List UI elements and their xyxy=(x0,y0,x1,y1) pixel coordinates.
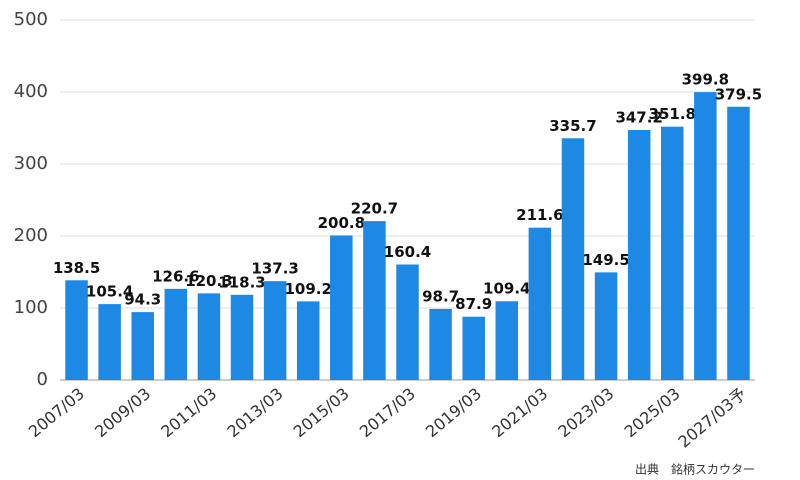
value-label: 118.3 xyxy=(218,273,265,291)
bar xyxy=(230,294,254,380)
bar xyxy=(727,106,750,380)
value-label: 109.4 xyxy=(483,280,530,298)
x-tick-label: 2009/03 xyxy=(91,384,154,441)
value-label: 211.6 xyxy=(516,206,563,224)
x-tick-label: 2013/03 xyxy=(223,384,286,441)
x-tick-label: 2025/03 xyxy=(621,384,684,441)
bar xyxy=(462,316,485,380)
bar xyxy=(263,281,287,380)
value-label: 220.7 xyxy=(351,200,398,218)
x-tick-label: 2023/03 xyxy=(554,384,617,441)
value-label: 126.6 xyxy=(152,267,199,285)
y-tick-label: 500 xyxy=(14,9,48,30)
value-label: 120.3 xyxy=(185,272,232,290)
bar xyxy=(164,288,188,380)
bar xyxy=(65,280,88,380)
y-tick-label: 100 xyxy=(14,297,48,318)
x-tick-label: 2011/03 xyxy=(157,384,220,441)
y-tick-label: 0 xyxy=(37,369,48,390)
bar xyxy=(396,264,419,380)
x-tick-label: 2019/03 xyxy=(422,384,485,441)
value-label: 399.8 xyxy=(682,71,729,89)
value-label: 347.2 xyxy=(615,109,662,127)
value-label: 160.4 xyxy=(384,243,431,261)
value-label: 94.3 xyxy=(124,291,161,309)
bar xyxy=(197,293,221,380)
value-label: 379.5 xyxy=(715,85,762,103)
bar xyxy=(330,235,353,380)
y-tick-label: 400 xyxy=(14,81,48,102)
y-tick-label: 200 xyxy=(14,225,48,246)
value-label: 109.2 xyxy=(284,280,331,298)
bar xyxy=(594,272,618,380)
value-label: 149.5 xyxy=(582,251,629,269)
value-label: 87.9 xyxy=(455,295,492,313)
value-label: 137.3 xyxy=(251,260,298,278)
value-label: 200.8 xyxy=(318,214,365,232)
value-label: 138.5 xyxy=(53,259,100,277)
x-tick-label: 2015/03 xyxy=(290,384,353,441)
bar xyxy=(296,301,320,380)
bar xyxy=(363,221,386,380)
bar xyxy=(661,126,684,380)
bar xyxy=(495,301,519,380)
x-tick-label: 2017/03 xyxy=(356,384,419,441)
value-label: 351.8 xyxy=(649,105,696,123)
bar xyxy=(694,92,717,381)
bar xyxy=(131,312,154,380)
x-tick-label: 2027/03予 xyxy=(675,384,750,452)
bar xyxy=(528,227,552,380)
bar xyxy=(98,304,121,380)
x-tick-label: 2007/03 xyxy=(25,384,88,441)
value-label: 335.7 xyxy=(549,117,596,135)
x-tick-label: 2021/03 xyxy=(488,384,551,441)
bar xyxy=(561,138,585,380)
bar xyxy=(429,308,452,380)
source: 出典 銘柄スカウター xyxy=(635,462,755,477)
value-label: 98.7 xyxy=(422,287,459,305)
y-tick-label: 300 xyxy=(14,153,48,174)
value-label: 105.4 xyxy=(86,283,133,301)
bar xyxy=(627,130,651,380)
